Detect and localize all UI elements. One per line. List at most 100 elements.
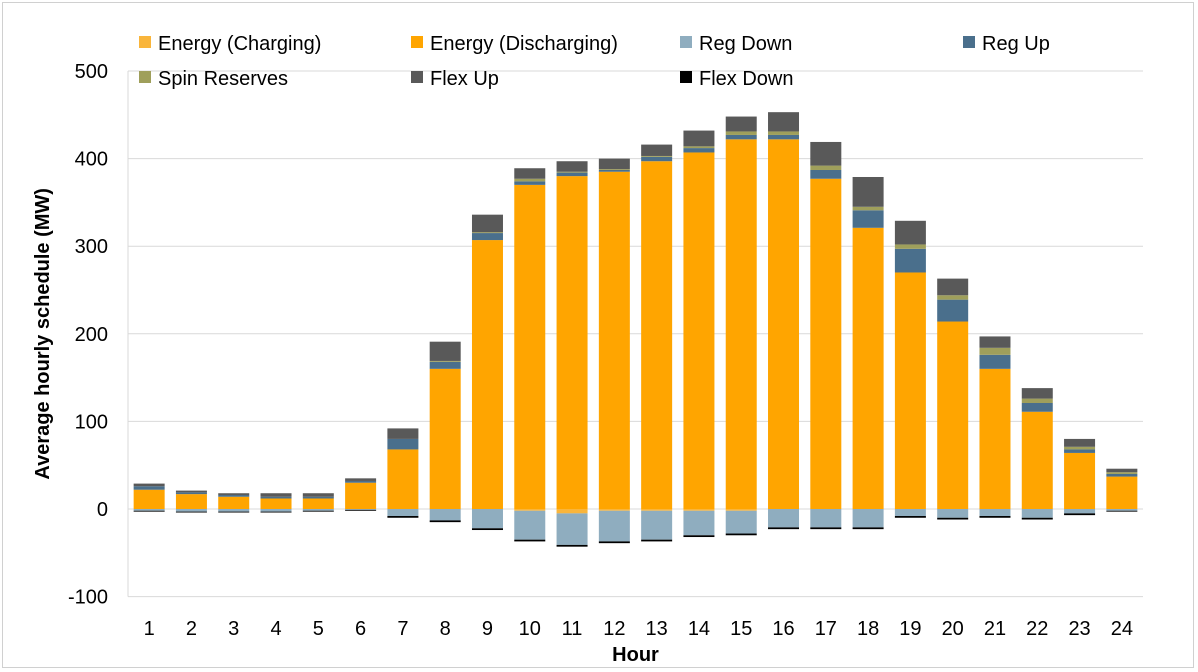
- bar-segment: [598, 169, 630, 170]
- x-tick-label: 20: [942, 618, 964, 640]
- bar-segment: [683, 509, 715, 511]
- bar-segment: [768, 527, 800, 530]
- bar-segment: [218, 493, 250, 495]
- bar-segment: [133, 510, 165, 512]
- bar-segment: [1064, 452, 1096, 509]
- x-tick-label: 5: [313, 618, 324, 640]
- bar-segment: [598, 169, 630, 172]
- bar-segment: [218, 509, 250, 512]
- bar-segment: [471, 240, 503, 509]
- bar-segment: [937, 517, 969, 520]
- bar-segment: [345, 480, 377, 483]
- bar-segment: [302, 498, 334, 509]
- bar-segment: [345, 482, 377, 509]
- bar-segment: [218, 494, 250, 497]
- bar-segment: [471, 214, 503, 233]
- bar-segment: [683, 146, 715, 149]
- bar-segment: [1064, 449, 1096, 453]
- legend-label: Spin Reserves: [158, 68, 288, 90]
- x-tick-label: 14: [688, 618, 710, 640]
- bar-segment: [852, 527, 884, 530]
- bar-segment: [218, 496, 250, 509]
- bar-segment: [937, 321, 969, 509]
- bar-segment: [641, 155, 673, 157]
- bar-segment: [810, 169, 842, 179]
- bar-segment: [471, 232, 503, 234]
- bar-segment: [810, 527, 842, 530]
- bar-segment: [852, 509, 884, 528]
- bar-segment: [1021, 388, 1053, 399]
- bar-segment: [810, 141, 842, 166]
- legend-swatch: [139, 36, 151, 48]
- x-tick-label: 4: [270, 618, 281, 640]
- bar-segment: [556, 513, 588, 545]
- bar-segment: [894, 244, 926, 249]
- bar-segment: [1106, 468, 1138, 473]
- bar-segment: [133, 486, 165, 490]
- bar-segment: [133, 483, 165, 487]
- x-tick-label: 1: [144, 618, 155, 640]
- bar-segment: [810, 165, 842, 170]
- bar-segment: [133, 489, 165, 509]
- bar-segment: [514, 168, 546, 179]
- bar-segment: [683, 510, 715, 536]
- x-axis-title: Hour: [612, 644, 659, 666]
- bar-segment: [345, 478, 377, 481]
- bar-segment: [641, 539, 673, 542]
- bar-segment: [1064, 509, 1096, 514]
- bar-segment: [1106, 472, 1138, 474]
- bar-segment: [894, 272, 926, 509]
- legend-label: Energy (Discharging): [430, 33, 618, 55]
- bar-segment: [1021, 509, 1053, 518]
- bar-segment: [514, 178, 546, 182]
- bar-segment: [768, 509, 800, 528]
- bar-segment: [556, 176, 588, 509]
- bar-segment: [598, 510, 630, 542]
- bar-segment: [979, 336, 1011, 348]
- bar-segment: [429, 520, 461, 523]
- legend-swatch: [139, 71, 151, 83]
- bar-segment: [1064, 446, 1096, 450]
- bar-segment: [1021, 517, 1053, 520]
- bar-segment: [1106, 509, 1138, 511]
- bar-segment: [1021, 411, 1053, 509]
- bar-segment: [598, 509, 630, 511]
- bar-segment: [937, 278, 969, 296]
- gridlines: [127, 70, 1143, 598]
- bar-segment: [302, 496, 334, 499]
- bar-segment: [641, 156, 673, 162]
- bar-segment: [852, 210, 884, 228]
- bar-segment: [514, 509, 546, 511]
- bar-segment: [725, 533, 757, 536]
- bar-segment: [1106, 473, 1138, 477]
- legend-label: Energy (Charging): [158, 33, 321, 55]
- bar-segment: [260, 496, 292, 499]
- bar-segment: [683, 152, 715, 509]
- bar-segment: [556, 171, 588, 173]
- bar-segment: [175, 490, 207, 493]
- x-tick-label: 22: [1026, 618, 1048, 640]
- x-tick-label: 13: [646, 618, 668, 640]
- bar-segment: [429, 368, 461, 509]
- x-tick-label: 23: [1068, 618, 1090, 640]
- bar-segment: [260, 498, 292, 509]
- x-axis-ticks: 1 2 3 4 5 6 7 8 9 10 11 12 13 14 15 16 17 18 19 20 21 22 23 24: [144, 618, 1133, 640]
- bar-segment: [387, 428, 419, 439]
- bar-segment: [598, 171, 630, 510]
- legend-label: Flex Down: [699, 68, 793, 90]
- y-tick-label: 100: [75, 411, 108, 433]
- bar-segment: [133, 509, 165, 511]
- bar-segment: [768, 139, 800, 509]
- legend-label: Flex Up: [430, 68, 499, 90]
- bar-segment: [725, 510, 757, 534]
- y-axis-title: Average hourly schedule (MW): [32, 188, 54, 480]
- bar-segment: [894, 516, 926, 518]
- bar-segment: [471, 528, 503, 531]
- bar-segment: [429, 360, 461, 362]
- bar-segment: [598, 541, 630, 544]
- x-tick-label: 8: [440, 618, 451, 640]
- bar-segment: [260, 511, 292, 513]
- x-tick-label: 10: [519, 618, 541, 640]
- bar-segment: [979, 509, 1011, 517]
